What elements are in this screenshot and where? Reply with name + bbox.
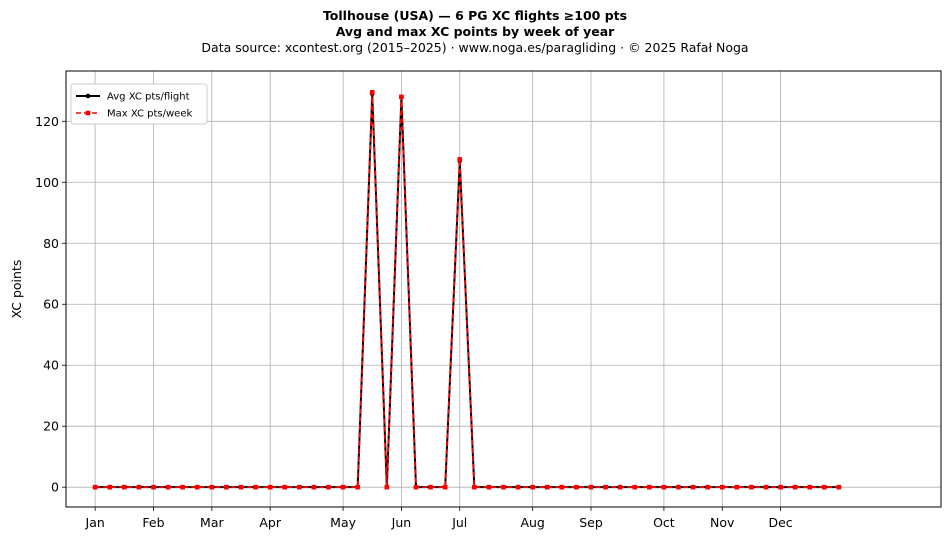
max-point [778,484,783,490]
max-point [588,484,594,490]
max-point [209,484,215,490]
x-tick-label: Oct [653,515,675,530]
y-tick-label: 60 [43,297,59,312]
y-tick-label: 100 [35,175,59,190]
max-point [194,484,200,490]
max-point [501,484,506,490]
x-tick-label: Nov [710,515,735,530]
max-point [544,484,550,490]
y-axis: 0 20 40 60 80 100 120 [35,114,66,495]
x-tick-label: Jul [451,515,467,530]
legend-marker [85,93,91,99]
max-point [136,484,142,490]
x-axis: Jan Feb Mar Apr May Jun Jul Aug Sep Oct Nov Dec [85,507,793,530]
y-tick-label: 40 [43,358,59,373]
x-tick-label: Mar [200,515,224,530]
chart-source-line: Data source: xcontest.org (2015–2025) · … [201,40,749,55]
max-point [413,484,419,490]
max-point [151,484,156,490]
max-point [472,484,477,490]
max-point [180,484,185,490]
x-tick-label: Aug [520,515,544,530]
max-point [719,484,725,490]
x-tick-label: Dec [768,515,792,530]
x-tick-label: Jan [85,515,105,530]
y-tick-label: 0 [51,480,59,495]
max-point [165,484,171,490]
max-point [399,94,404,100]
max-point [763,484,769,490]
series-line-max [95,91,839,488]
max-point [122,484,127,490]
max-point [267,484,273,490]
max-point [297,484,302,490]
grid-lines [66,71,941,507]
max-point [661,484,667,490]
max-point [792,484,798,490]
max-point [326,484,331,490]
max-point [428,484,433,490]
max-point [515,484,521,490]
series-line-avg [95,92,839,489]
max-point [107,484,113,490]
max-point [559,484,565,490]
max-point [705,484,710,490]
max-point [749,484,754,490]
legend-box [70,83,208,125]
max-point [369,90,375,95]
legend-marker [85,110,91,116]
max-point [311,484,317,490]
max-point [822,484,827,490]
max-point [617,484,623,490]
x-tick-label: Feb [142,515,164,530]
x-tick-label: May [330,515,356,530]
max-point [384,484,390,490]
y-tick-label: 80 [43,236,59,251]
max-point [355,484,360,490]
max-point [807,484,813,490]
max-point [442,484,448,490]
max-point [486,484,492,490]
max-point [632,484,638,490]
max-point [238,484,244,490]
chart-subtitle: Avg and max XC points by week of year [335,24,615,39]
series-layer [92,90,842,490]
legend: Avg XC pts/flight Max XC pts/week [70,83,208,125]
legend-label: Avg XC pts/flight [107,92,190,103]
x-tick-label: Jun [391,515,412,530]
y-tick-label: 120 [35,114,59,129]
max-point [574,484,579,490]
max-point [457,157,463,162]
max-point [676,484,681,490]
max-point [647,484,652,490]
x-tick-label: Sep [579,515,603,530]
max-point [224,484,229,490]
max-point [603,484,608,490]
y-tick-label: 20 [43,419,59,434]
chart-title-block: Tollhouse (USA) — 6 PG XC flights ≥100 p… [0,8,950,56]
y-axis-label: XC points [9,260,24,319]
max-point [282,484,288,490]
plot-frame [65,70,942,508]
max-point [253,484,258,490]
max-point [690,484,696,490]
max-point [530,484,535,490]
max-point [836,484,842,490]
max-point [340,484,346,490]
x-tick-label: Apr [259,515,281,530]
max-point [734,484,740,490]
chart-title: Tollhouse (USA) — 6 PG XC flights ≥100 p… [322,8,628,23]
max-point [92,484,98,490]
legend-label: Max XC pts/week [107,109,192,120]
